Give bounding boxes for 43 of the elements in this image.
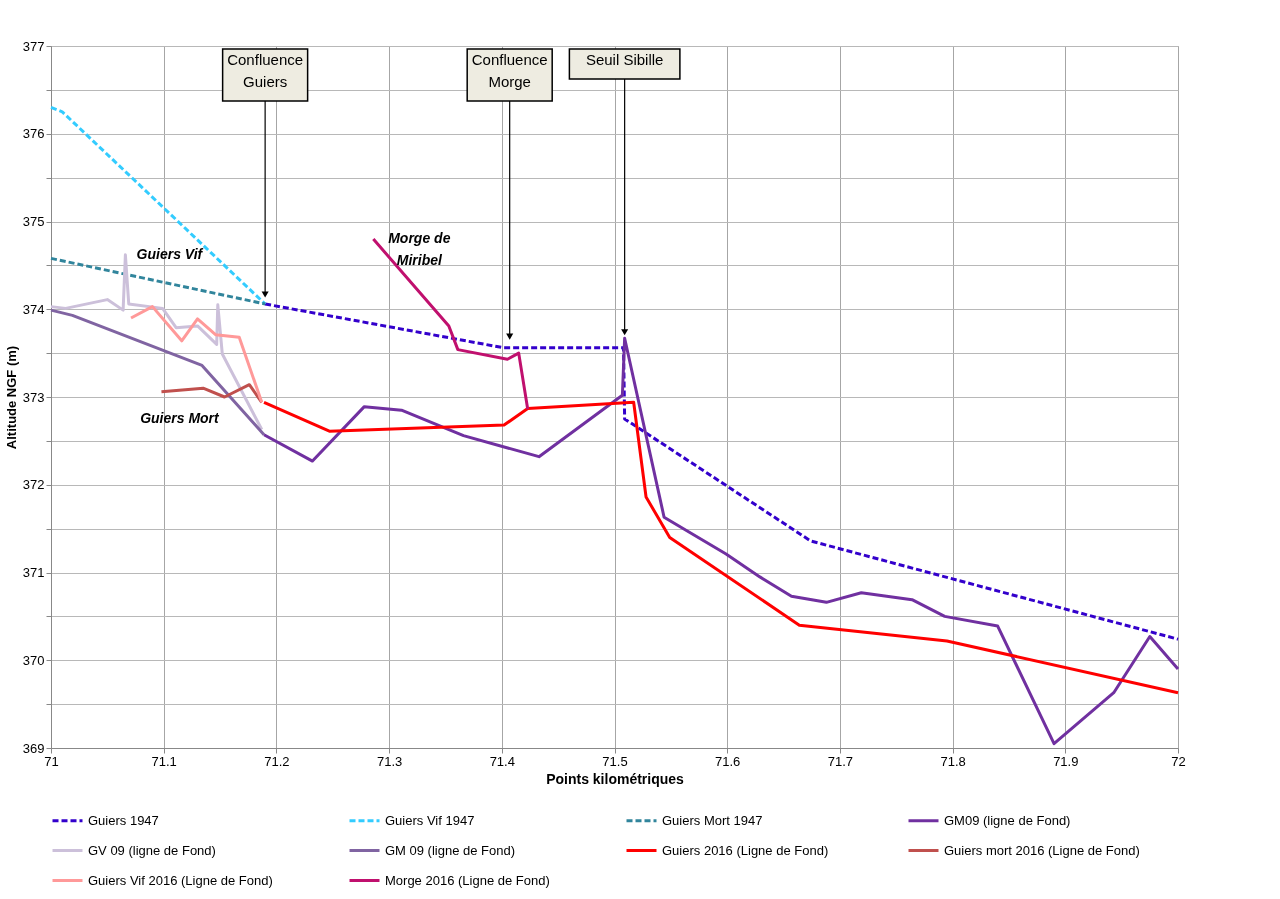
x-tick-label: 71.2: [264, 753, 290, 769]
y-tick-label: 376: [22, 126, 45, 142]
y-axis-title: Altitude NGF (m): [3, 345, 19, 450]
legend-label: GM 09 (ligne de Fond): [385, 842, 516, 858]
line-series: [49, 308, 266, 437]
annotation: Confluence Guiers: [227, 51, 304, 90]
x-tick-label: 71.4: [489, 753, 515, 769]
legend-label: Guiers 1947: [88, 812, 159, 828]
x-tick-label: 71.9: [1053, 753, 1079, 769]
legend-label: Guiers Vif 1947: [385, 812, 475, 828]
line-series: [262, 400, 1180, 695]
line-series: [263, 302, 1180, 641]
x-tick-label: 71.3: [376, 753, 403, 769]
x-tick-label: 71.6: [715, 753, 741, 769]
line-series: [262, 336, 1180, 746]
legend-label: Guiers mort 2016 (Ligne de Fond): [944, 842, 1140, 858]
x-axis-title: Points kilométriques: [546, 770, 685, 787]
y-tick-label: 377: [22, 38, 45, 54]
y-tick-label: 374: [22, 301, 45, 317]
legend-label: GM09 (ligne de Fond): [944, 812, 1071, 828]
y-tick-label: 372: [22, 477, 45, 493]
annotation: Seuil Sibille: [585, 51, 664, 68]
y-tick-label: 375: [22, 214, 45, 229]
x-tick-label: 72: [1171, 753, 1186, 769]
x-tick-label: 71.1: [151, 753, 177, 769]
y-tick-label: 370: [22, 652, 45, 668]
y-tick-label: 373: [22, 389, 45, 405]
annotation: Guiers Mort: [140, 409, 221, 426]
legend-label: Guiers Mort 1947: [662, 812, 763, 828]
x-tick-label: 71.5: [602, 753, 628, 769]
x-tick-label: 71.7: [827, 753, 854, 769]
line-series: [129, 305, 264, 404]
legend-label: Morge 2016 (Ligne de Fond): [385, 872, 550, 888]
legend-label: Guiers 2016 (Ligne de Fond): [662, 842, 829, 858]
annotation: Confluence Morge: [471, 51, 548, 90]
y-tick-label: 369: [22, 740, 45, 756]
annotation: Guiers Vif: [136, 245, 204, 262]
y-tick-label: 371: [22, 565, 45, 580]
annotation: Morge de Miribel: [388, 230, 451, 269]
legend-label: GV 09 (ligne de Fond): [88, 842, 216, 858]
legend-label: Guiers Vif 2016 (Ligne de Fond): [88, 872, 273, 888]
x-tick-label: 71: [44, 753, 59, 769]
x-tick-label: 71.8: [940, 753, 966, 769]
